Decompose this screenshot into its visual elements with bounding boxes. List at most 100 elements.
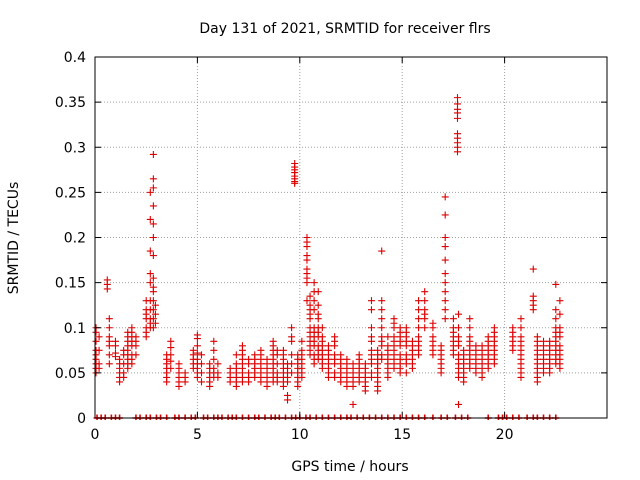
data-point [128, 360, 136, 368]
data-point [142, 333, 150, 341]
data-point [378, 324, 386, 332]
data-point [421, 288, 429, 296]
data-point [441, 193, 449, 201]
data-point [441, 288, 449, 296]
data-point [263, 382, 271, 390]
y-axis-label: SRMTID / TECUs [6, 182, 22, 295]
data-point [149, 202, 157, 210]
data-point [314, 301, 322, 309]
data-point [517, 315, 525, 323]
data-point [318, 364, 326, 372]
data-point [437, 369, 445, 377]
y-tick-label: 0.3 [64, 140, 86, 156]
data-point [367, 360, 375, 368]
data-point [288, 324, 296, 332]
data-point [378, 297, 386, 305]
data-point [146, 188, 154, 196]
data-point [149, 315, 157, 323]
data-point [149, 220, 157, 228]
data-point [331, 360, 339, 368]
data-point [124, 364, 132, 372]
y-tick-label: 0.25 [55, 185, 86, 201]
data-point [546, 369, 554, 377]
data-point [556, 310, 564, 318]
data-point [257, 378, 265, 386]
data-point [378, 342, 386, 350]
data-point [490, 360, 498, 368]
data-point [294, 382, 302, 390]
data-point [408, 364, 416, 372]
data-point [402, 360, 410, 368]
data-point [552, 315, 560, 323]
data-point [163, 378, 171, 386]
data-point [367, 373, 375, 381]
data-point [415, 315, 423, 323]
data-point [92, 337, 100, 345]
data-point [441, 270, 449, 278]
data-point [453, 94, 461, 102]
data-point [449, 315, 457, 323]
data-point [421, 324, 429, 332]
data-point [149, 324, 157, 332]
data-point [540, 369, 548, 377]
data-point [116, 378, 124, 386]
data-point [533, 378, 541, 386]
data-point [284, 396, 292, 404]
data-point [111, 353, 119, 361]
data-point [151, 310, 159, 318]
data-point [556, 364, 564, 372]
data-point [441, 279, 449, 287]
data-point [460, 378, 468, 386]
data-point [245, 360, 253, 368]
data-point [105, 351, 113, 359]
x-tick-label: 5 [193, 427, 202, 443]
data-point [310, 279, 318, 287]
data-point [441, 256, 449, 264]
data-point [210, 355, 218, 363]
data-point [298, 373, 306, 381]
data-point [390, 364, 398, 372]
data-point [306, 292, 314, 300]
data-point [298, 337, 306, 345]
data-point [324, 373, 332, 381]
data-point [402, 369, 410, 377]
data-point [232, 382, 240, 390]
data-point [273, 378, 281, 386]
data-point [337, 378, 345, 386]
data-point [103, 285, 111, 293]
data-point [552, 280, 560, 288]
data-point [453, 114, 461, 122]
data-point [146, 279, 154, 287]
data-point [210, 346, 218, 354]
data-point [331, 342, 339, 350]
data-point [95, 364, 103, 372]
data-point [291, 179, 299, 187]
chart-title: Day 131 of 2021, SRMTID for receiver flr… [199, 21, 490, 37]
data-point [529, 265, 537, 273]
data-point [466, 324, 474, 332]
data-point [429, 351, 437, 359]
data-point [251, 373, 259, 381]
data-point [441, 211, 449, 219]
data-point [303, 297, 311, 305]
data-point [384, 333, 392, 341]
data-point [149, 175, 157, 183]
data-point [396, 369, 404, 377]
data-point [146, 270, 154, 278]
data-point [226, 378, 234, 386]
data-point [552, 306, 560, 314]
data-point [349, 400, 357, 408]
y-tick-label: 0.4 [64, 50, 86, 66]
data-point [288, 360, 296, 368]
x-tick-label: 15 [393, 427, 411, 443]
data-point [384, 373, 392, 381]
data-point [167, 351, 175, 359]
data-point [146, 247, 154, 255]
data-point [167, 357, 175, 365]
y-tick-label: 0.05 [55, 366, 86, 382]
data-point [455, 324, 463, 332]
data-point [331, 373, 339, 381]
data-point [303, 279, 311, 287]
data-point [314, 288, 322, 296]
